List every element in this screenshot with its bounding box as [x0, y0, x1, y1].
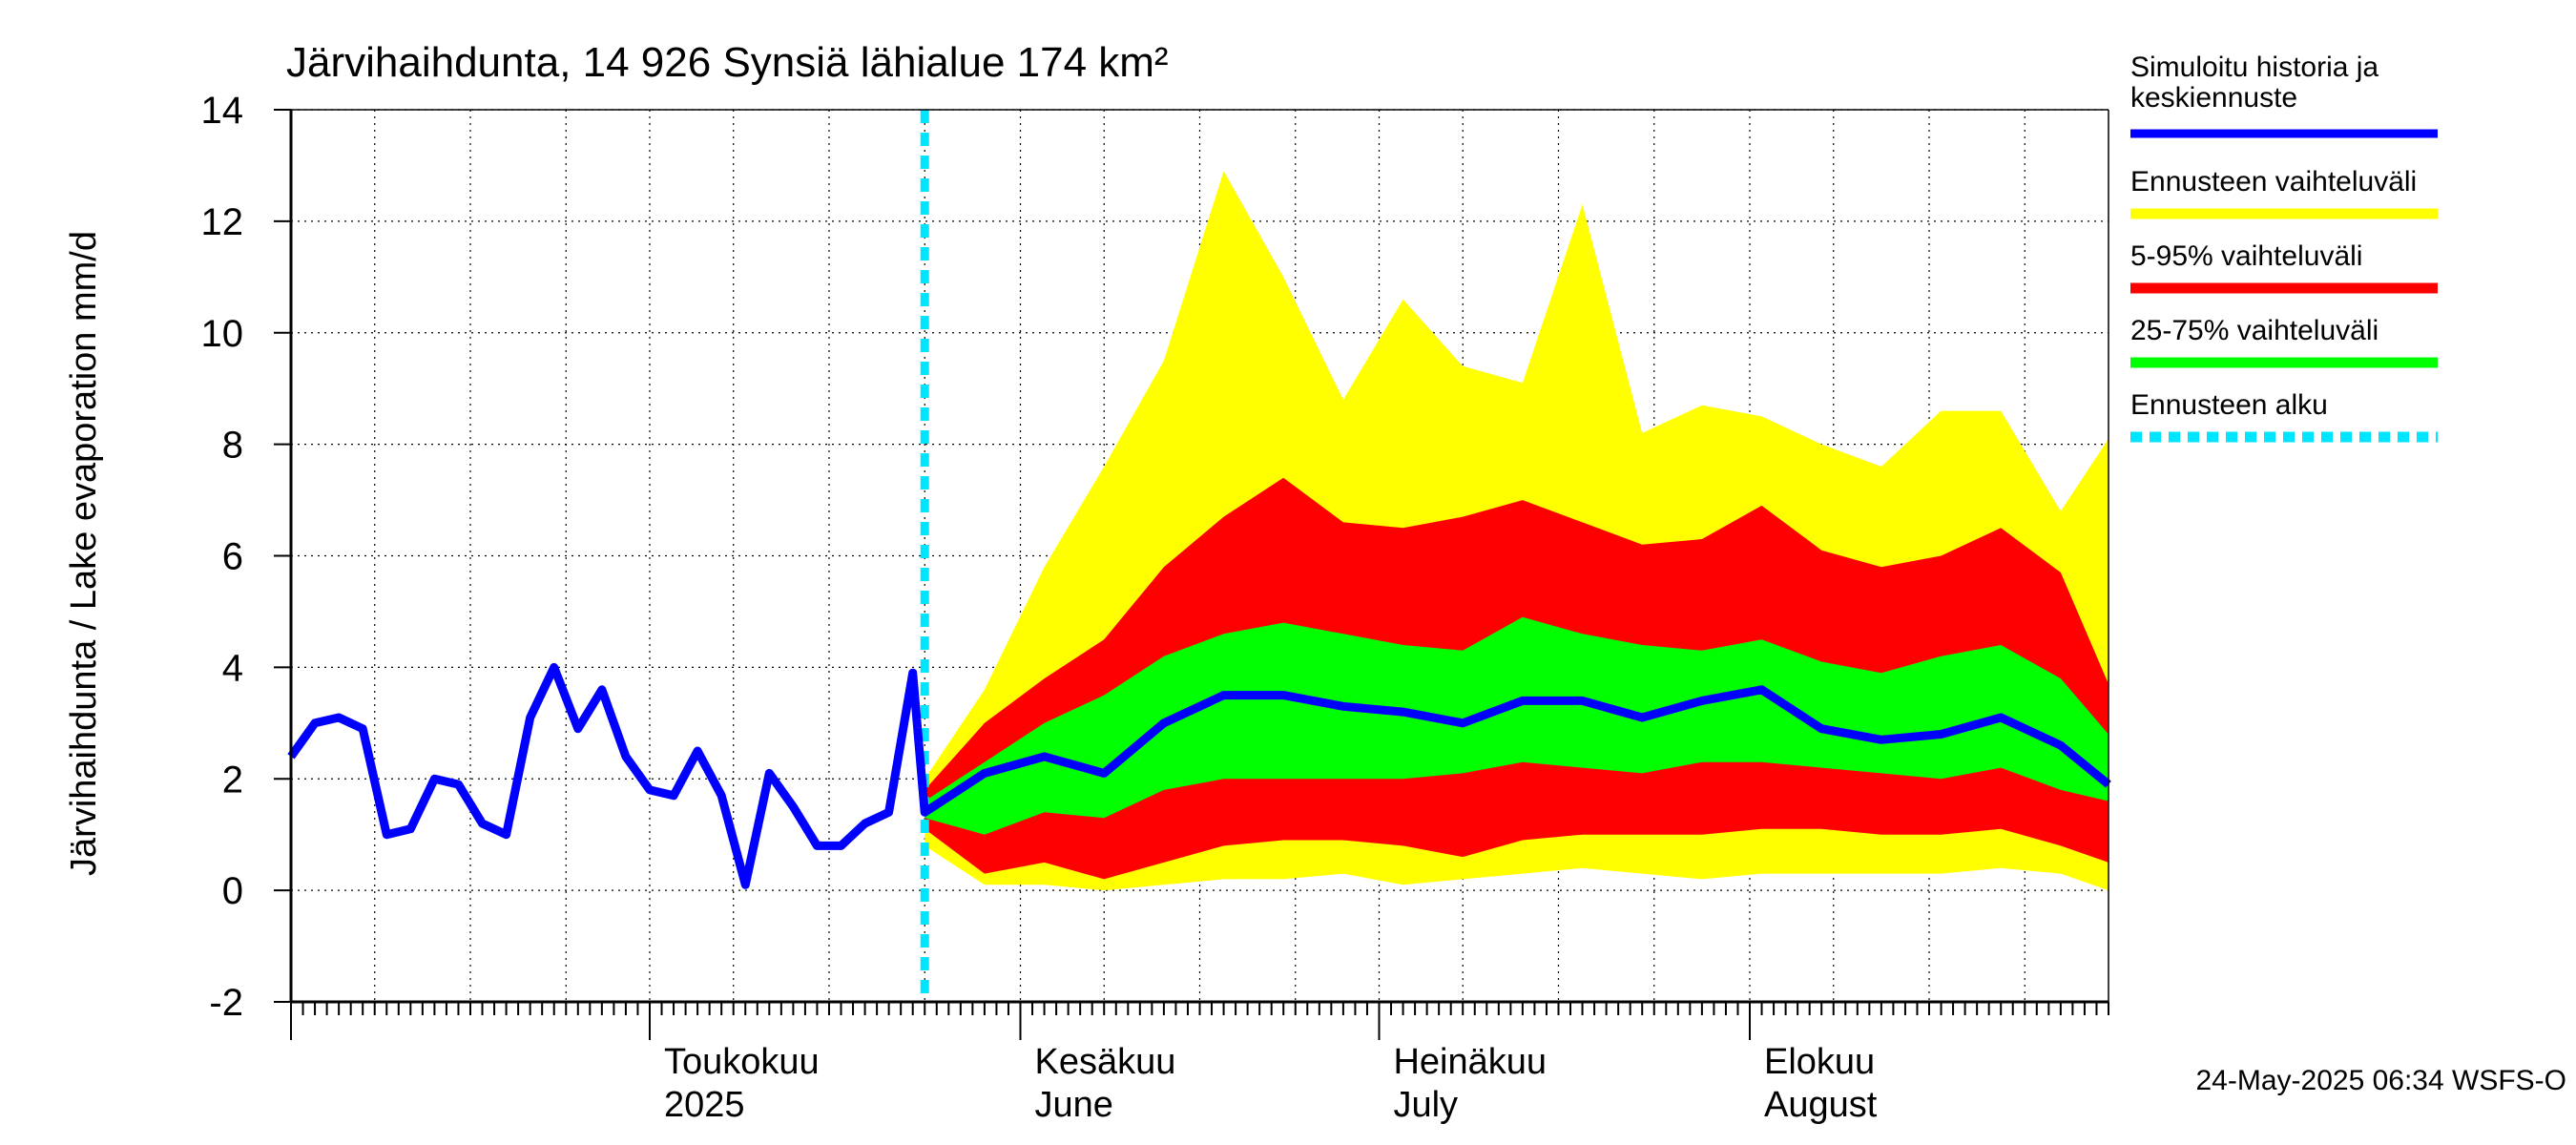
month-label: Heinäkuu: [1393, 1042, 1547, 1082]
y-tick-label: 0: [222, 870, 243, 912]
month-sublabel: August: [1764, 1085, 1878, 1125]
legend-label: Ennusteen vaihteluväli: [2130, 166, 2417, 198]
chart-title: Järvihaihdunta, 14 926 Synsiä lähialue 1…: [286, 39, 1169, 86]
y-tick-label: 14: [201, 90, 244, 132]
legend-label: 25-75% vaihteluväli: [2130, 315, 2379, 346]
y-tick-label: 4: [222, 647, 243, 689]
band-25-75: [924, 616, 2109, 835]
month-label: Elokuu: [1764, 1042, 1875, 1082]
month-sublabel: 2025: [664, 1085, 745, 1125]
legend-label: Ennusteen alku: [2130, 389, 2328, 421]
month-label: Toukokuu: [664, 1042, 820, 1082]
series-lines: [287, 110, 2111, 1002]
y-tick-label: 2: [222, 759, 243, 801]
legend-label-cont: keskiennuste: [2130, 82, 2297, 114]
y-tick-label: 6: [222, 536, 243, 578]
y-tick-label: 10: [201, 313, 244, 355]
y-tick-label: 12: [201, 201, 244, 243]
forecast-bands: [924, 171, 2109, 891]
legend-label: 5-95% vaihteluväli: [2130, 240, 2362, 272]
history-median-line: [287, 662, 2111, 889]
legend-label: Simuloitu historia ja: [2130, 52, 2379, 83]
y-tick-label: 8: [222, 425, 243, 467]
month-sublabel: July: [1393, 1085, 1458, 1125]
timestamp: 24-May-2025 06:34 WSFS-O: [2196, 1065, 2567, 1096]
y-tick-label: -2: [209, 982, 243, 1024]
month-label: Kesäkuu: [1035, 1042, 1176, 1082]
month-sublabel: June: [1035, 1085, 1113, 1125]
y-axis-label: Järvihaihdunta / Lake evaporation mm/d: [64, 231, 104, 876]
